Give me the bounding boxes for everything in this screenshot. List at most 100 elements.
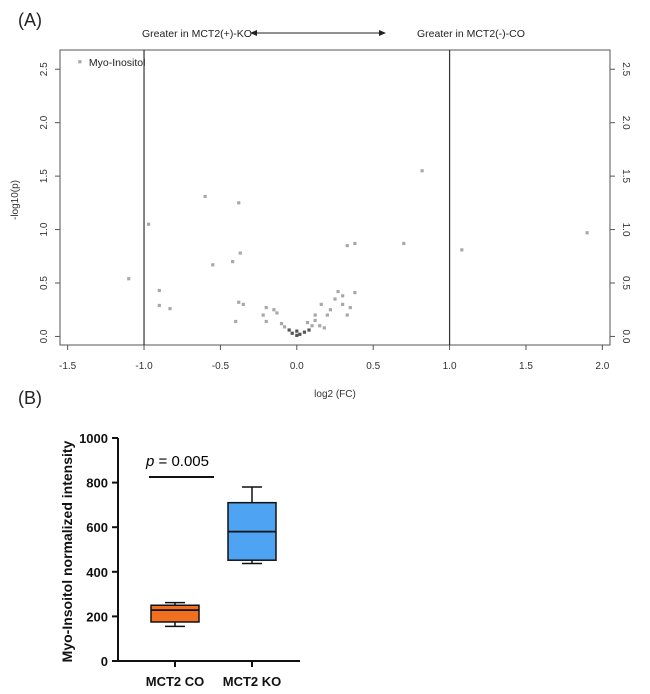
- box-plot-y-ticks: 0 200 400 600 800 1000: [79, 431, 118, 669]
- x-axis-label: log2 (FC): [314, 389, 356, 400]
- data-point: [313, 318, 317, 323]
- data-point: [290, 331, 294, 335]
- data-point: [234, 319, 238, 324]
- data-point: [168, 307, 172, 311]
- y-tick-label: 1.5: [39, 169, 50, 183]
- box: [150, 604, 200, 623]
- arrow-head-right: [379, 30, 386, 36]
- data-point: [302, 330, 307, 334]
- x-tick-label: 2.0: [595, 361, 609, 372]
- data-point: [275, 311, 279, 315]
- data-point: [264, 305, 268, 310]
- data-point: [353, 241, 357, 246]
- panel-b-label: (B): [18, 388, 42, 408]
- data-point: [328, 308, 333, 312]
- y-axis-ticks-left: 0.0 0.5 1.0 1.5 2.0 2.5: [39, 62, 60, 343]
- box-plot-axes: [117, 438, 300, 662]
- header-left-label: Greater in MCT2(+)-KO: [142, 28, 252, 40]
- data-point: [203, 194, 207, 199]
- y-tick-label: 0.5: [39, 276, 50, 290]
- y-tick-label: 2.5: [620, 62, 631, 76]
- data-point: [341, 302, 345, 306]
- x-tick-label: -1.5: [59, 361, 77, 372]
- data-point: [585, 231, 589, 235]
- data-point: [325, 313, 329, 317]
- data-point: [157, 303, 161, 308]
- significance-label: p = 0.005: [145, 453, 209, 470]
- y-tick-label: 2.0: [39, 115, 50, 129]
- y-tick-label: 800: [86, 476, 108, 491]
- data-point: [305, 320, 310, 325]
- data-point: [319, 302, 323, 306]
- data-point: [322, 326, 326, 330]
- category-label: MCT2 KO: [223, 674, 282, 689]
- y-axis-ticks-right: 0.0 0.5 1.0 1.5 2.0 2.5: [610, 62, 631, 344]
- y-tick-label: 0.0: [39, 329, 50, 343]
- data-point: [333, 297, 337, 301]
- data-point: [261, 313, 265, 317]
- y-tick-label: 1000: [79, 431, 108, 446]
- data-point: [307, 328, 311, 332]
- data-point: [282, 325, 287, 329]
- y-tick-label: 200: [86, 609, 108, 624]
- y-tick-label: 2.0: [620, 116, 631, 130]
- data-point: [231, 260, 235, 264]
- data-point: [237, 201, 241, 205]
- data-point: [211, 263, 215, 267]
- data-point: [241, 302, 245, 306]
- box-plot-boxes: [150, 486, 277, 628]
- data-point: [237, 300, 241, 304]
- category-label: MCT2 CO: [146, 674, 205, 689]
- x-tick-label: 0.0: [290, 361, 304, 372]
- data-point: [147, 222, 151, 226]
- header-right-label: Greater in MCT2(-)-CO: [417, 28, 525, 40]
- y-tick-label: 400: [86, 565, 108, 580]
- data-point: [348, 305, 352, 310]
- p-value: = 0.005: [154, 453, 209, 470]
- x-tick-label: -1.0: [135, 361, 153, 372]
- box-plot-y-axis-label: Myo-Insoitol normalized intensity: [59, 440, 75, 662]
- data-point: [78, 60, 82, 64]
- data-point: [279, 322, 284, 326]
- data-point: [127, 277, 131, 281]
- data-point: [402, 241, 406, 246]
- data-point: [264, 319, 268, 324]
- data-point: [420, 169, 424, 173]
- data-point: [345, 243, 349, 248]
- data-point: [238, 251, 242, 255]
- y-tick-label: 0: [101, 654, 108, 669]
- y-tick-label: 2.5: [39, 62, 50, 76]
- panel-a-label: (A): [18, 10, 42, 30]
- data-point: [336, 289, 340, 294]
- data-point: [353, 291, 357, 295]
- data-point: [318, 324, 322, 328]
- y-tick-label: 0.5: [620, 276, 631, 290]
- data-point: [157, 288, 161, 293]
- arrow-head-left: [250, 30, 257, 36]
- x-tick-label: -0.5: [212, 361, 230, 372]
- box-plot-categories: MCT2 CO MCT2 KO: [146, 661, 282, 689]
- data-point: [287, 328, 291, 332]
- data-point: [310, 324, 314, 328]
- y-tick-label: 1.5: [620, 169, 631, 183]
- x-tick-label: 0.5: [366, 361, 380, 372]
- data-point: [460, 248, 464, 252]
- data-point: [272, 308, 276, 312]
- y-tick-label: 1.0: [39, 222, 50, 236]
- x-tick-label: 1.5: [519, 361, 533, 372]
- x-tick-label: 1.0: [443, 361, 457, 372]
- scatter-points: [78, 60, 589, 337]
- data-point: [313, 313, 317, 317]
- data-point: [298, 332, 302, 336]
- x-axis-ticks: -1.5 -1.0 -0.5 0.0 0.5 1.0 1.5 2.0: [59, 345, 610, 372]
- data-point: [295, 329, 299, 333]
- scatter-plot-frame: [59, 49, 611, 346]
- y-tick-label: 600: [86, 520, 108, 535]
- double-arrow-icon: [250, 30, 386, 36]
- data-point: [345, 313, 349, 317]
- data-point: [295, 333, 299, 337]
- myo-inositol-annotation: Myo-Inositol: [89, 57, 146, 69]
- threshold-lines: [143, 50, 451, 345]
- y-tick-label: 0.0: [620, 329, 631, 343]
